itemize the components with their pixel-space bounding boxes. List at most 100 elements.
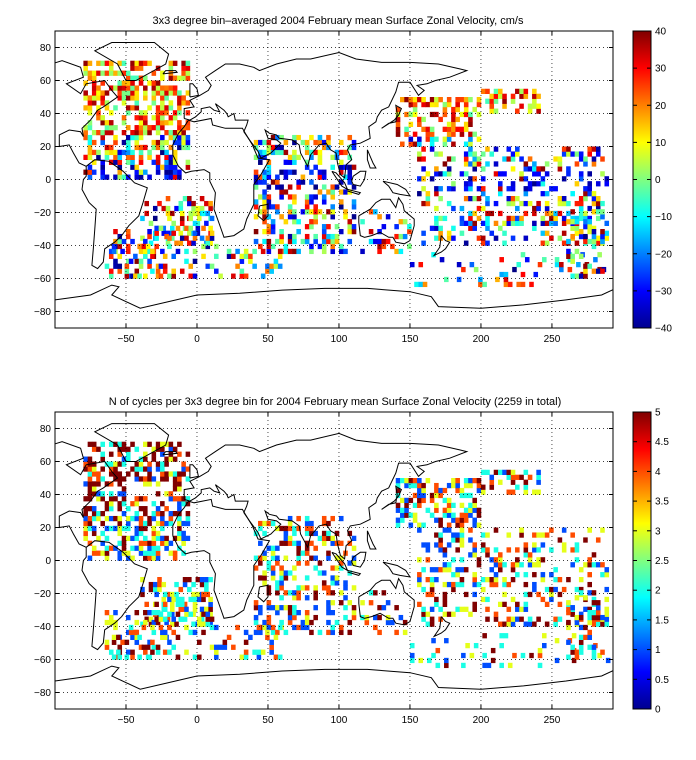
bin-cell bbox=[253, 565, 259, 571]
bin-cell bbox=[330, 565, 336, 571]
bin-cell bbox=[143, 110, 148, 116]
bin-cell bbox=[108, 268, 114, 274]
bin-cell bbox=[536, 479, 541, 485]
bin-cell bbox=[192, 220, 198, 226]
bin-cell bbox=[275, 605, 280, 611]
bin-cell bbox=[151, 446, 157, 452]
bin-cell bbox=[506, 547, 512, 553]
bin-cell bbox=[266, 614, 272, 621]
bin-cell bbox=[108, 85, 114, 91]
bin-cell bbox=[417, 557, 422, 563]
bin-cell bbox=[117, 174, 123, 180]
bin-cell bbox=[398, 219, 404, 225]
bin-cell bbox=[296, 545, 301, 551]
bin-cell bbox=[160, 144, 165, 151]
bin-cell bbox=[591, 654, 597, 660]
bin-cell bbox=[570, 273, 575, 279]
bin-cell bbox=[510, 220, 516, 226]
bin-cell bbox=[478, 281, 483, 288]
bin-cell bbox=[179, 601, 185, 607]
bin-cell bbox=[468, 210, 473, 217]
bin-cell bbox=[559, 262, 564, 268]
bin-cell bbox=[587, 171, 593, 177]
bin-cell bbox=[463, 106, 469, 113]
bin-cell bbox=[347, 600, 353, 606]
bin-cell bbox=[199, 606, 205, 612]
bin-cell bbox=[425, 542, 431, 548]
bin-cell bbox=[143, 610, 148, 616]
colorbar-tick-label: 20 bbox=[655, 101, 667, 112]
bin-cell bbox=[444, 662, 449, 669]
bin-cell bbox=[330, 238, 336, 245]
bin-cell bbox=[262, 530, 267, 537]
bin-cell bbox=[461, 662, 466, 669]
bin-cell bbox=[87, 70, 93, 76]
bin-cell bbox=[147, 130, 152, 136]
bin-cell bbox=[151, 125, 157, 131]
bin-cell bbox=[553, 156, 558, 162]
bin-cell bbox=[279, 580, 284, 586]
bin-cell bbox=[326, 530, 331, 537]
bin-cell bbox=[287, 520, 293, 527]
bin-cell bbox=[104, 644, 110, 650]
bin-cell bbox=[279, 194, 284, 200]
bin-cell bbox=[279, 233, 284, 240]
bin-cell bbox=[151, 619, 157, 626]
bin-cell bbox=[304, 194, 310, 200]
bin-cell bbox=[151, 144, 157, 151]
bin-cell bbox=[463, 492, 469, 499]
bin-cell bbox=[438, 542, 443, 548]
bin-cell bbox=[368, 238, 374, 245]
bin-cell bbox=[587, 610, 593, 616]
bin-cell bbox=[275, 580, 280, 586]
bin-cell bbox=[523, 606, 529, 612]
bin-cell bbox=[600, 214, 605, 220]
bin-cell bbox=[459, 215, 465, 222]
bin-cell bbox=[523, 186, 529, 192]
bin-cell bbox=[266, 149, 272, 156]
bin-cell bbox=[506, 220, 512, 226]
bin-cell bbox=[459, 522, 465, 528]
bin-cell bbox=[400, 512, 405, 518]
bin-cell bbox=[117, 644, 123, 650]
bin-cell bbox=[417, 572, 422, 578]
bin-cell bbox=[417, 116, 422, 123]
bin-cell bbox=[351, 535, 357, 541]
bin-cell bbox=[177, 535, 182, 541]
bin-cell bbox=[455, 97, 460, 103]
bin-cell bbox=[243, 629, 249, 636]
bin-cell bbox=[265, 634, 270, 640]
bin-cell bbox=[283, 169, 289, 175]
bin-cell bbox=[231, 253, 236, 259]
bin-cell bbox=[162, 634, 168, 640]
colorbar-tick-label: −30 bbox=[655, 286, 672, 297]
bin-cell bbox=[164, 105, 169, 111]
bin-cell bbox=[130, 105, 135, 111]
bin-cell bbox=[351, 184, 357, 190]
bin-cell bbox=[108, 466, 114, 472]
bin-cell bbox=[300, 619, 306, 626]
bin-cell bbox=[174, 591, 179, 598]
bin-cell bbox=[468, 131, 473, 137]
bin-cell bbox=[591, 268, 597, 274]
bin-cell bbox=[266, 214, 272, 220]
bin-cell bbox=[182, 581, 188, 588]
bin-cell bbox=[482, 652, 487, 659]
bin-cell bbox=[256, 654, 262, 660]
bin-cell bbox=[147, 466, 152, 472]
bin-cell bbox=[111, 248, 117, 255]
bin-cell bbox=[480, 577, 486, 583]
bin-cell bbox=[304, 540, 310, 546]
bin-cell bbox=[497, 562, 503, 568]
bin-cell bbox=[125, 110, 131, 116]
bin-cell bbox=[121, 535, 127, 541]
coastline bbox=[351, 170, 367, 187]
bin-cell bbox=[179, 210, 185, 217]
bin-cell bbox=[158, 225, 164, 231]
bin-cell bbox=[600, 562, 605, 568]
bin-cell bbox=[151, 515, 157, 522]
bin-cell bbox=[134, 125, 140, 131]
bin-cell bbox=[574, 547, 580, 553]
bin-cell bbox=[275, 134, 280, 141]
